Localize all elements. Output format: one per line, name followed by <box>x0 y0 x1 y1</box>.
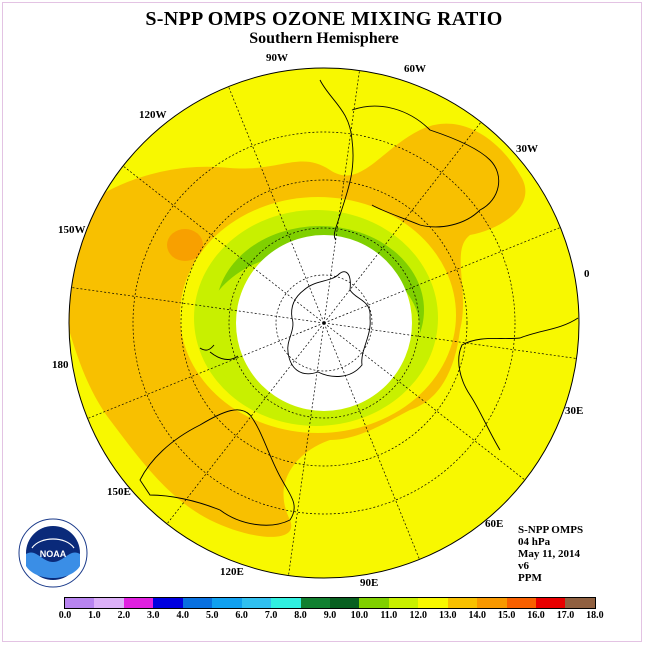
south-america-coast <box>319 79 500 241</box>
colorbar-swatch <box>447 598 478 608</box>
lon-label-90w: 90W <box>266 52 288 64</box>
colorbar-tick-label: 4.0 <box>176 610 190 621</box>
info-date: May 11, 2014 <box>518 548 581 560</box>
colorbar-swatch <box>123 598 154 608</box>
meridian-line <box>122 165 325 324</box>
africa-coast <box>458 317 579 451</box>
colorbar-tick-label: 8.0 <box>294 610 307 621</box>
lon-label-60e: 60E <box>485 518 504 530</box>
map-subtitle: Southern Hemisphere <box>249 30 399 47</box>
meridian-line <box>323 322 420 560</box>
latitude-lines <box>132 131 516 515</box>
colorbar-swatch <box>536 598 566 608</box>
colorbar-tick-label: 5.0 <box>205 610 219 621</box>
lon-label-150e: 150E <box>107 486 131 498</box>
colorbar-tick-label: 7.0 <box>264 610 278 621</box>
meridian-line <box>71 287 325 324</box>
info-version: v6 <box>518 560 529 572</box>
colorbar-swatch <box>241 598 272 608</box>
field-15-patch <box>167 229 203 261</box>
meridian-line <box>323 322 577 359</box>
lon-label-120w: 120W <box>139 109 167 121</box>
map-boundary <box>68 67 580 579</box>
colorbar-swatch <box>271 598 301 608</box>
lon-label-60w: 60W <box>404 63 426 75</box>
map-title: S-NPP OMPS OZONE MIXING RATIO <box>145 8 503 30</box>
lon-label-30w: 30W <box>516 143 538 155</box>
colorbar-swatch <box>212 598 242 608</box>
colorbar-tick-label: 6.0 <box>235 610 248 621</box>
australia-coast <box>139 409 295 526</box>
colorbar-swatch <box>477 598 507 608</box>
colorbar-tick-label: 2.0 <box>117 610 131 621</box>
coastlines <box>139 79 579 526</box>
lon-label-30e: 30E <box>565 405 584 417</box>
colorbar-swatch <box>153 598 183 608</box>
meridian-lines <box>71 70 577 576</box>
colorbar-tick-label: 1.0 <box>88 610 101 621</box>
colorbar-swatch <box>506 598 536 608</box>
info-level: 04 hPa <box>518 536 551 548</box>
colorbar-tick-label: 9.0 <box>323 610 337 621</box>
info-block: S-NPP OMPS 04 hPa May 11, 2014 v6 PPM <box>518 524 583 584</box>
colorbar-tick-label: 18.0 <box>586 610 604 621</box>
colorbar-tick-label: 16.0 <box>527 610 545 621</box>
colorbar-tick-label: 0.0 <box>58 610 72 621</box>
plot-frame <box>2 2 642 642</box>
colorbar-tick-label: 10.0 <box>350 610 369 621</box>
colorbar <box>64 597 596 609</box>
colorbar-tick-label: 3.0 <box>147 610 160 621</box>
colorbar-swatch <box>329 598 360 608</box>
colorbar-swatch <box>182 598 213 608</box>
meridian-line <box>323 322 526 481</box>
colorbar-tick-label: 14.0 <box>468 610 486 621</box>
info-units: PPM <box>518 572 542 584</box>
meridian-line <box>166 322 325 525</box>
colorbar-swatch <box>65 598 95 608</box>
lon-label-150w: 150W <box>58 224 86 236</box>
colorbar-tick-label: 17.0 <box>556 610 575 621</box>
meridian-line <box>87 322 325 419</box>
meridian-line <box>228 86 325 324</box>
lon-label-120e: 120E <box>220 566 244 578</box>
meridian-line <box>323 227 561 324</box>
colorbar-tick-label: 15.0 <box>497 610 516 621</box>
colorbar-tick-label: 13.0 <box>438 610 457 621</box>
colorbar-swatch <box>359 598 389 608</box>
info-instrument: S-NPP OMPS <box>518 524 584 536</box>
colorbar-swatch <box>565 598 595 608</box>
colorbar-swatch <box>300 598 330 608</box>
noaa-logo: NOAA <box>18 518 88 588</box>
meridian-line <box>323 121 482 324</box>
new-zealand-coast <box>199 344 239 360</box>
noaa-logo-text: NOAA <box>40 549 67 559</box>
colorbar-tick-label: 12.0 <box>409 610 428 621</box>
colorbar-swatch <box>418 598 448 608</box>
colorbar-ticks: 0.0 1.0 2.0 3.0 4.0 5.0 6.0 7.0 8.0 9.0 10.0 11.0 12… <box>59 610 604 624</box>
colorbar-tick-label: 11.0 <box>380 610 398 621</box>
colorbar-swatch <box>94 598 124 608</box>
meridian-line <box>323 70 360 324</box>
lon-label-90e: 90E <box>360 577 379 589</box>
lon-label-180: 180 <box>52 359 69 371</box>
colorbar-swatch <box>388 598 419 608</box>
antarctica-coast <box>287 271 371 377</box>
meridian-line <box>288 322 325 576</box>
lon-label-0: 0 <box>584 268 590 280</box>
